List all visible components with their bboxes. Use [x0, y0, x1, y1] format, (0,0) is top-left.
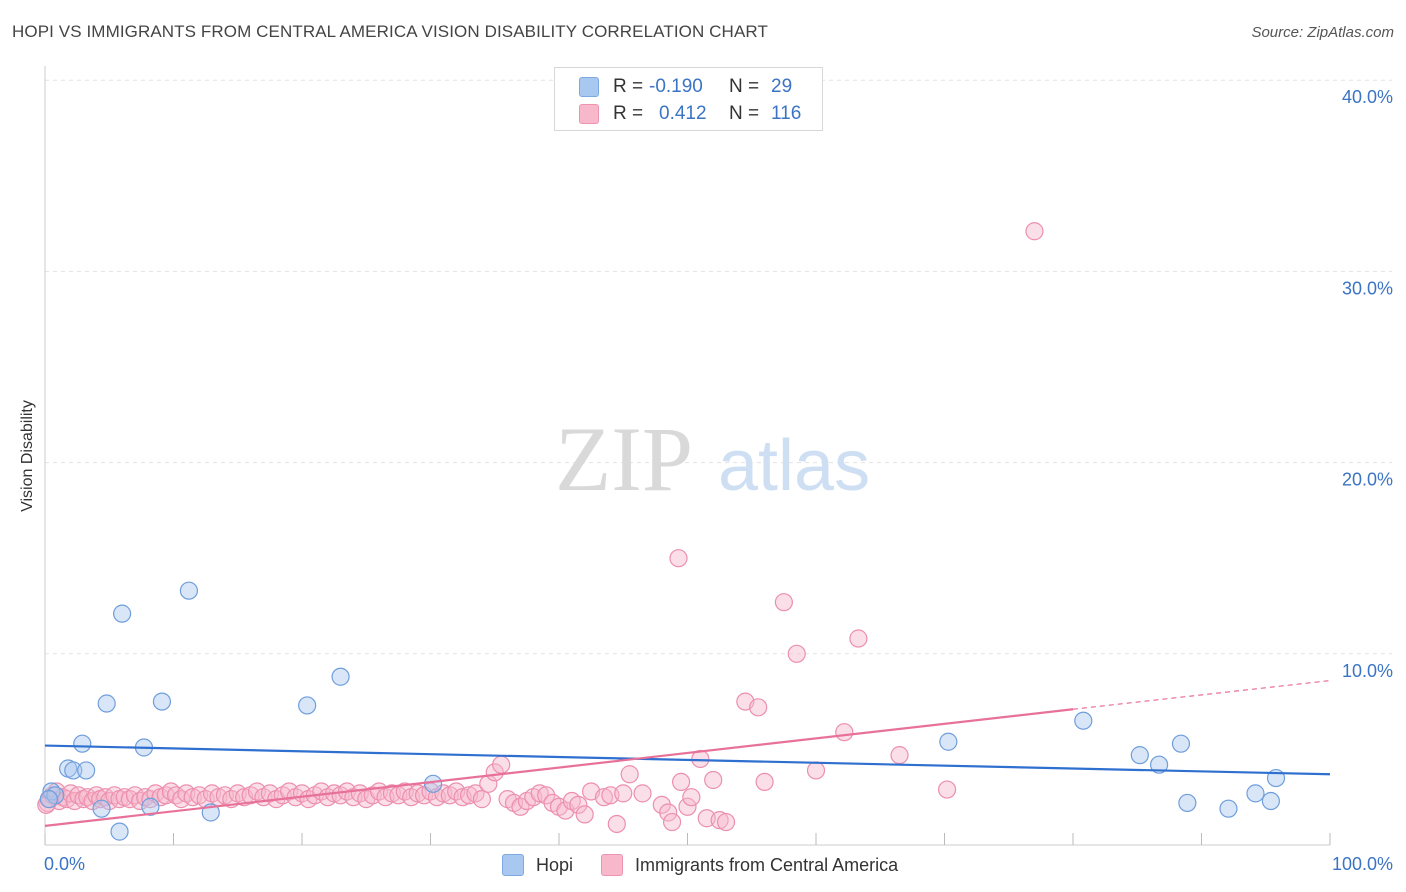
immigrants-point-110 — [710, 811, 729, 830]
source-label: Source: ZipAtlas.com — [1251, 24, 1394, 41]
tick-labels: 10.0% 20.0% 30.0% 40.0% 0.0% 100.0% — [44, 87, 1393, 874]
hopi-point-15 — [298, 696, 317, 715]
immigrants-point-95 — [594, 788, 614, 807]
hopi-point-4 — [73, 734, 92, 753]
trend-lines — [44, 679, 1331, 827]
immigrants-r-label: R = — [613, 103, 644, 124]
immigrants-point-119 — [849, 629, 868, 648]
hopi-point-28 — [39, 790, 58, 809]
immigrants-point-103 — [662, 812, 682, 832]
immigrants-point-105 — [678, 797, 697, 816]
immigrants-point-121 — [937, 780, 957, 799]
immigrants-point-97 — [607, 814, 626, 834]
immigrants-point-102 — [659, 803, 678, 822]
hopi-legend-label: Hopi — [536, 854, 574, 875]
legend-item-hopi[interactable]: Hopi — [502, 854, 573, 876]
immigrants-point-30 — [172, 790, 191, 809]
hopi-point-12 — [152, 692, 172, 711]
immigrants-point-93 — [575, 805, 594, 824]
legend-row-hopi: R = -0.190 N = 29 — [579, 75, 792, 99]
immigrants-point-92 — [569, 795, 588, 814]
y-tick-label-20: 20.0% — [1342, 470, 1393, 490]
hopi-point-16 — [331, 667, 350, 686]
x-tick-label-max: 100.0% — [1332, 854, 1393, 874]
immigrants-point-111 — [716, 812, 736, 832]
hopi-point-17 — [423, 774, 443, 793]
hopi-point-13 — [179, 581, 199, 600]
hopi-legend-swatch — [502, 854, 524, 876]
immigrants-point-123 — [669, 549, 688, 568]
immigrants-legend-swatch — [601, 854, 624, 876]
immigrants-swatch — [579, 104, 599, 124]
hopi-point-18 — [939, 732, 958, 751]
correlation-legend: R = -0.190 N = 29 R = 0.412 N = 116 — [554, 67, 823, 131]
immigrants-point-115 — [774, 593, 793, 612]
series-hopi — [39, 581, 1286, 841]
immigrants-trend-extension — [1072, 679, 1331, 710]
hopi-n-value: 29 — [771, 76, 793, 97]
hopi-point-23 — [1178, 793, 1197, 813]
legend-row-immigrants: R = 0.412 N = 116 — [579, 102, 801, 126]
immigrants-legend-label: Immigrants from Central America — [635, 854, 899, 875]
hopi-point-21 — [1149, 755, 1169, 774]
y-tick-label-10: 10.0% — [1342, 661, 1393, 681]
immigrants-point-86 — [530, 784, 549, 803]
watermark-zip: ZIP — [555, 408, 693, 510]
hopi-point-9 — [112, 604, 132, 623]
immigrants-point-118 — [835, 723, 854, 742]
hopi-point-6 — [92, 799, 111, 818]
immigrants-point-77 — [472, 790, 491, 809]
immigrants-point-113 — [749, 698, 768, 717]
immigrants-point-106 — [682, 788, 701, 807]
hopi-n-label: N = — [729, 76, 760, 97]
hopi-point-7 — [97, 694, 116, 713]
immigrants-point-116 — [787, 644, 806, 663]
hopi-point-3 — [64, 761, 83, 780]
immigrants-point-80 — [492, 755, 511, 774]
hopi-point-26 — [1261, 791, 1280, 811]
axes — [44, 66, 1331, 846]
immigrants-point-120 — [890, 746, 909, 765]
hopi-trend-line — [44, 744, 1331, 776]
immigrants-point-117 — [806, 761, 826, 780]
watermark-atlas: atlas — [718, 426, 870, 506]
immigrants-point-100 — [633, 784, 652, 803]
series-immigrants — [37, 222, 1044, 834]
immigrants-point-98 — [614, 784, 633, 803]
immigrants-n-label: N = — [729, 103, 760, 124]
immigrants-n-value: 116 — [771, 103, 802, 124]
immigrants-point-114 — [755, 772, 774, 792]
hopi-point-5 — [77, 761, 96, 780]
series-legend: Hopi Immigrants from Central America — [502, 852, 926, 878]
immigrants-point-104 — [671, 772, 691, 792]
hopi-point-20 — [1130, 746, 1149, 765]
immigrants-point-99 — [620, 765, 639, 784]
hopi-point-22 — [1171, 734, 1191, 753]
hopi-swatch — [579, 77, 599, 97]
immigrants-trend-line — [44, 708, 1074, 827]
immigrants-point-109 — [704, 770, 723, 790]
chart-title: HOPI VS IMMIGRANTS FROM CENTRAL AMERICA … — [12, 22, 768, 41]
grid-lines — [45, 79, 1392, 655]
immigrants-r-value: 0.412 — [659, 103, 707, 124]
hopi-r-label: R = — [613, 76, 644, 97]
immigrants-point-122 — [1025, 222, 1044, 241]
hopi-point-8 — [110, 822, 129, 841]
y-tick-label-30: 30.0% — [1342, 278, 1393, 298]
hopi-point-11 — [141, 797, 160, 816]
hopi-point-24 — [1219, 799, 1238, 818]
x-tick-label-min: 0.0% — [44, 854, 85, 874]
hopi-point-25 — [1246, 784, 1265, 803]
hopi-point-19 — [1074, 711, 1093, 730]
y-tick-label-40: 40.0% — [1342, 87, 1393, 107]
legend-item-immigrants[interactable]: Immigrants from Central America — [601, 854, 898, 876]
hopi-r-value: -0.190 — [649, 76, 703, 97]
